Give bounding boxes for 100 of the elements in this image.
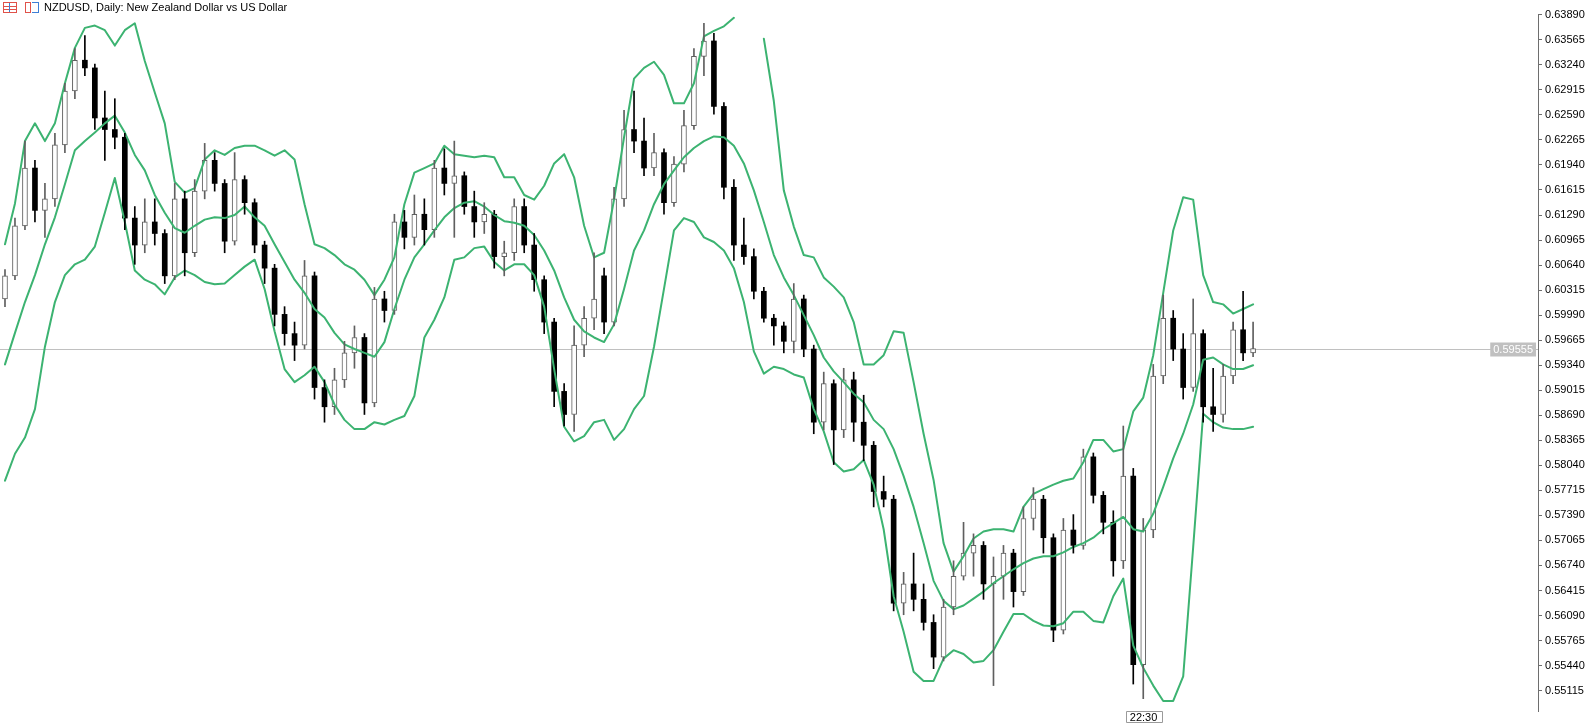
- candlestick: [491, 210, 498, 269]
- y-tick-label: 0.56740: [1545, 558, 1585, 571]
- y-tick-label: 0.61290: [1545, 208, 1585, 221]
- candlestick: [461, 171, 468, 215]
- candlestick: [581, 306, 587, 358]
- y-tick-label: 0.60315: [1545, 283, 1585, 296]
- y-tick-label: 0.58690: [1545, 408, 1585, 421]
- candlestick: [820, 371, 827, 431]
- candlestick: [1180, 333, 1187, 400]
- candlestick: [181, 190, 188, 277]
- candlestick: [790, 283, 797, 354]
- candlestick: [211, 152, 218, 192]
- candlestick: [1100, 491, 1107, 535]
- y-tick-label: 0.55765: [1545, 633, 1585, 646]
- candlestick: [112, 98, 118, 150]
- candlestick: [521, 198, 528, 254]
- candlestick: [561, 383, 567, 427]
- candlestick: [780, 321, 787, 354]
- y-tick-label: 0.55115: [1545, 683, 1584, 696]
- candlestick: [161, 229, 168, 284]
- candlestick: [471, 190, 478, 238]
- y-tick-label: 0.61940: [1545, 157, 1585, 170]
- candlestick: [151, 198, 158, 246]
- candlestick: [481, 202, 488, 234]
- candlestick: [82, 35, 88, 76]
- candlestick: [741, 217, 747, 265]
- candlestick: [1130, 468, 1137, 685]
- candlestick: [531, 233, 538, 292]
- y-tick-label: 0.57715: [1545, 483, 1585, 496]
- y-tick-label: 0.58365: [1545, 433, 1585, 446]
- y-tick-label: 0.62590: [1545, 107, 1585, 120]
- candlestick: [601, 267, 607, 334]
- y-tick-label: 0.63240: [1545, 57, 1585, 70]
- candlestick: [751, 248, 757, 300]
- ref-line-label: 0.59555: [1493, 343, 1533, 356]
- candlestick: [681, 109, 687, 173]
- candlestick: [661, 148, 667, 215]
- candlestick: [131, 206, 138, 265]
- candlestick: [171, 183, 178, 281]
- candlestick: [92, 63, 98, 130]
- y-tick-label: 0.56415: [1545, 583, 1585, 596]
- y-tick-label: 0.59340: [1545, 358, 1585, 371]
- candlestick: [840, 367, 847, 438]
- y-tick-label: 0.55440: [1545, 658, 1585, 671]
- y-tick-label: 0.57390: [1545, 508, 1585, 521]
- candlestick: [1110, 510, 1117, 577]
- y-tick-label: 0.59665: [1545, 333, 1585, 346]
- y-tick-label: 0.57065: [1545, 533, 1585, 546]
- candlestick: [1120, 425, 1127, 569]
- candlestick: [810, 344, 817, 435]
- candlestick: [1250, 321, 1256, 358]
- candlestick: [1140, 518, 1147, 700]
- y-tick-label: 0.61615: [1545, 183, 1585, 196]
- candlestick: [591, 252, 597, 331]
- candlestick: [1150, 364, 1157, 539]
- candlestick: [42, 183, 48, 238]
- candlestick: [711, 32, 717, 115]
- candlestick: [651, 133, 657, 177]
- candlestick: [571, 325, 577, 432]
- candlestick: [201, 143, 208, 200]
- y-tick-label: 0.63565: [1545, 32, 1585, 45]
- candlestick: [22, 140, 28, 230]
- candlestick: [691, 48, 697, 130]
- candlestick: [1240, 290, 1246, 361]
- y-tick-label: 0.62265: [1545, 132, 1585, 145]
- candlestick: [850, 371, 857, 442]
- candlestick: [1200, 329, 1206, 423]
- y-tick-label: 0.59015: [1545, 383, 1585, 396]
- y-tick-label: 0.62915: [1545, 82, 1585, 95]
- candlestick: [1220, 364, 1226, 423]
- candlestick: [1190, 298, 1197, 392]
- candlestick: [451, 140, 458, 238]
- candlestick: [631, 90, 637, 153]
- candlestick: [770, 314, 777, 346]
- y-tick-label: 0.56090: [1545, 608, 1585, 621]
- candlestick: [62, 82, 68, 153]
- candlestick: [1210, 367, 1216, 432]
- candlestick: [800, 294, 807, 358]
- annotation: 22:30: [1129, 710, 1158, 723]
- y-tick-label: 0.58040: [1545, 458, 1585, 471]
- candlestick: [761, 287, 767, 323]
- candlestick: [441, 148, 448, 196]
- candlestick: [721, 102, 727, 200]
- y-tick-label: 0.63890: [1545, 7, 1585, 20]
- candlestick: [141, 198, 148, 254]
- candlestick: [191, 179, 198, 257]
- candlestick: [1170, 310, 1177, 361]
- candlestick: [52, 133, 58, 207]
- candlestick: [1160, 294, 1167, 385]
- y-tick-label: 0.60640: [1545, 258, 1585, 271]
- candlestick: [1230, 321, 1236, 385]
- candlestick: [611, 186, 617, 327]
- candlestick: [511, 198, 518, 261]
- candlestick: [860, 394, 867, 462]
- y-tick-label: 0.60965: [1545, 233, 1585, 246]
- candlestick: [121, 133, 128, 230]
- y-tick-label: 0.59990: [1545, 308, 1585, 321]
- candlestick: [671, 156, 677, 207]
- candlestick: [2, 269, 8, 307]
- candlestick: [641, 117, 647, 177]
